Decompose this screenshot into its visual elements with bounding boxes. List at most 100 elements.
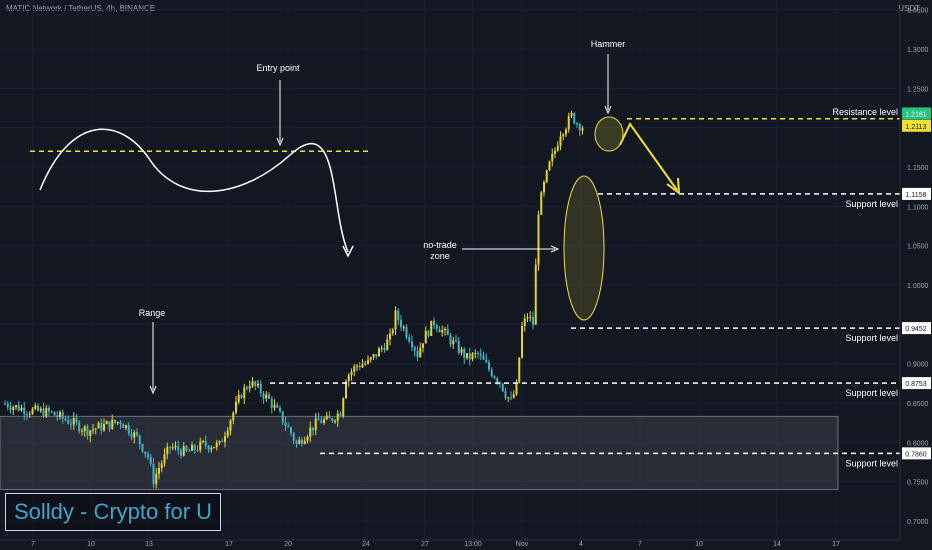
candle (92, 429, 94, 431)
y-tick-label: 1.0000 (907, 283, 929, 290)
candle (576, 123, 578, 125)
x-tick-label: 7 (638, 541, 642, 548)
candle (526, 317, 529, 319)
candle (457, 341, 460, 353)
price-tag (902, 322, 931, 335)
candle (185, 446, 188, 451)
candle (504, 391, 507, 399)
candle (446, 328, 449, 336)
x-tick-label: 4 (579, 541, 583, 548)
candle (433, 320, 435, 325)
candle (6, 403, 9, 408)
price-tag (902, 119, 931, 132)
candle (512, 394, 515, 398)
candle (460, 348, 463, 353)
brand-watermark: Solldy - Crypto for U (5, 493, 222, 531)
candle (83, 426, 86, 431)
candle (125, 425, 127, 428)
candle (20, 407, 23, 411)
candle (402, 327, 405, 329)
candle (334, 420, 336, 422)
candle (237, 394, 240, 402)
candle (86, 426, 89, 436)
candle (42, 408, 45, 417)
no-trade-zone-ellipse (563, 175, 605, 321)
candle (441, 330, 444, 333)
level-label: Support level (845, 458, 898, 468)
candle (265, 394, 268, 399)
candle (130, 433, 133, 438)
y-tick-label: 1.1000 (907, 204, 929, 211)
y-tick-label: 1.3000 (907, 47, 929, 54)
candle (314, 418, 317, 431)
y-tick-label: 1.0500 (907, 244, 929, 251)
candle (221, 441, 224, 443)
candle (521, 325, 523, 358)
candle (435, 324, 438, 330)
x-axis: 7 10 13 17 20 24 27 13:00 Nov 4 7 10 14 17 (0, 539, 900, 548)
price-tag (902, 187, 931, 200)
candle (202, 441, 204, 443)
candle (515, 382, 518, 395)
price-tag-label: 0.8753 (905, 381, 927, 388)
candle (15, 405, 17, 408)
candle (100, 423, 103, 431)
candle (116, 422, 119, 424)
candle (97, 423, 100, 429)
candle (290, 427, 292, 434)
x-tick-label: 14 (773, 541, 781, 548)
range-arrowhead (149, 385, 157, 395)
candle (375, 354, 378, 357)
candle (309, 427, 312, 437)
candle (171, 447, 174, 449)
grid (0, 0, 900, 540)
candle (350, 371, 353, 376)
candle (199, 441, 202, 451)
candle (193, 444, 196, 450)
candle (554, 150, 556, 154)
candle (540, 192, 543, 215)
candle (488, 362, 490, 370)
candle (287, 425, 290, 428)
candle (529, 316, 532, 318)
candle (394, 310, 397, 330)
candle (270, 398, 273, 408)
candle (386, 339, 389, 351)
candle (257, 383, 259, 386)
x-tick-label: Nov (516, 541, 529, 548)
candle (317, 418, 320, 421)
candle (545, 170, 548, 182)
candle (213, 447, 215, 449)
candle (158, 467, 160, 474)
candle (141, 443, 144, 452)
x-tick-label: 17 (225, 541, 233, 548)
candle (81, 430, 83, 432)
candle (144, 451, 147, 454)
candle (523, 318, 526, 326)
candle (551, 153, 554, 162)
candle (204, 441, 207, 446)
candle (152, 463, 155, 485)
candle (383, 347, 386, 351)
no-trade-label-2: zone (430, 251, 450, 261)
candle (67, 420, 70, 424)
candle (320, 420, 323, 423)
candle (48, 407, 50, 412)
no-trade-arrowhead (550, 245, 560, 253)
candle (389, 333, 391, 340)
candle (246, 387, 248, 389)
candle (548, 161, 551, 171)
candle (78, 422, 81, 432)
candle (292, 433, 295, 441)
level-label: Support level (845, 388, 898, 398)
candle (342, 398, 345, 417)
candle (578, 124, 581, 131)
candle (232, 412, 235, 421)
candle (72, 418, 75, 425)
candle (103, 424, 105, 431)
candle (281, 411, 284, 423)
y-axis: 1.35001.30001.25001.20001.15001.10001.05… (899, 0, 929, 540)
level-label: Support level (845, 199, 898, 209)
